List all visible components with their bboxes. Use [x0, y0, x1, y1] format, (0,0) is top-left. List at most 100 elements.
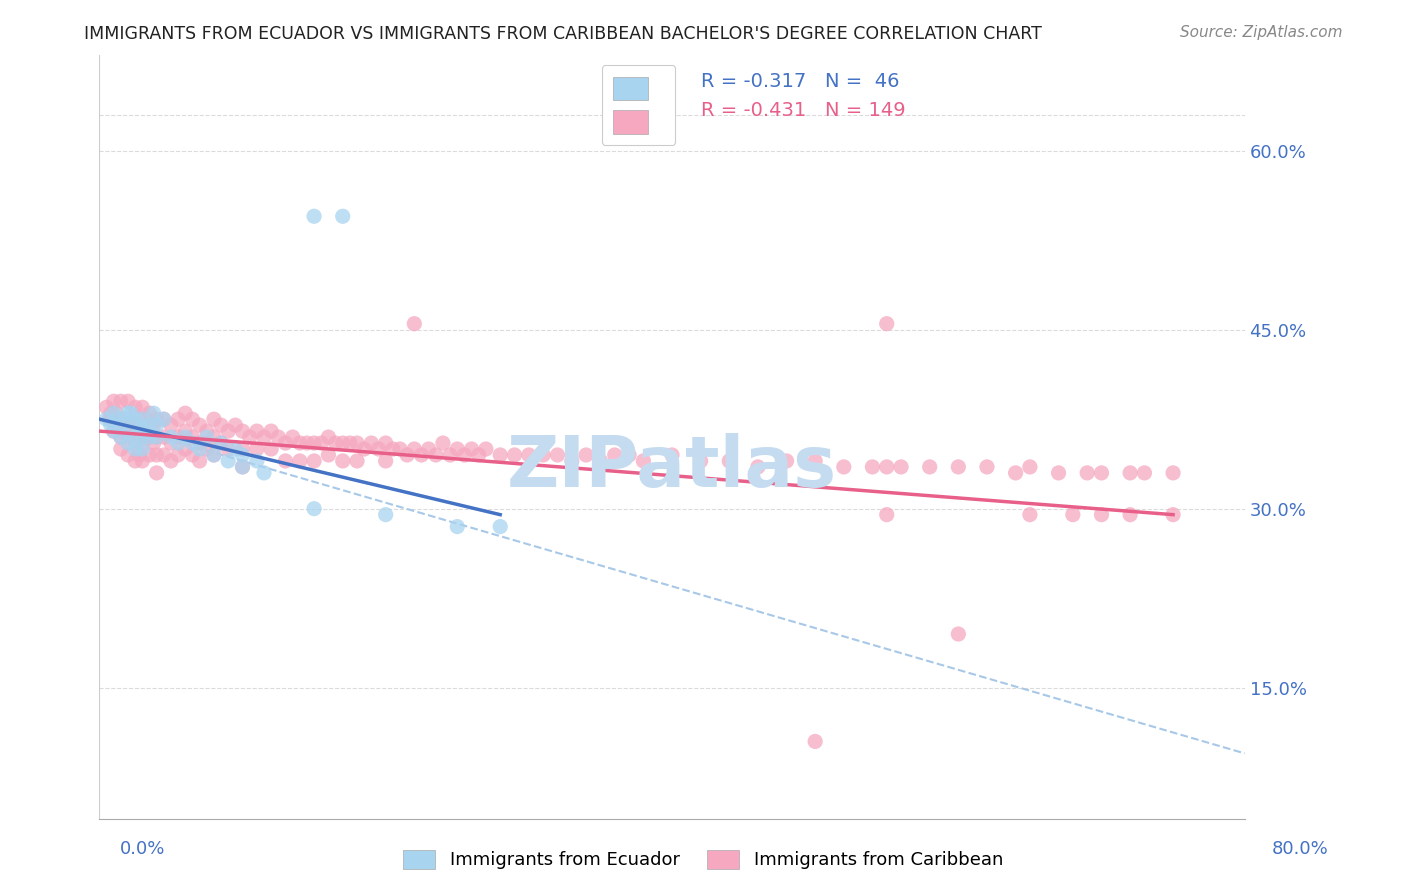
Point	[174, 430, 197, 444]
Point	[152, 448, 174, 462]
Point	[231, 448, 253, 462]
Point	[103, 406, 125, 420]
Point	[1119, 466, 1142, 480]
Point	[976, 459, 998, 474]
Point	[202, 448, 225, 462]
Point	[117, 394, 139, 409]
Point	[117, 436, 139, 450]
Point	[295, 436, 318, 450]
Point	[131, 442, 153, 456]
Point	[531, 448, 554, 462]
Point	[145, 430, 167, 444]
Legend: Immigrants from Ecuador, Immigrants from Caribbean: Immigrants from Ecuador, Immigrants from…	[394, 840, 1012, 879]
Point	[460, 442, 482, 456]
Point	[575, 448, 598, 462]
Text: R = -0.317   N =  46: R = -0.317 N = 46	[700, 72, 900, 91]
Point	[145, 448, 167, 462]
Point	[302, 209, 325, 223]
Point	[231, 459, 253, 474]
Point	[775, 454, 797, 468]
Point	[131, 436, 153, 450]
Point	[517, 448, 540, 462]
Point	[617, 448, 640, 462]
Point	[718, 454, 741, 468]
Point	[325, 436, 347, 450]
Text: 80.0%: 80.0%	[1272, 840, 1329, 858]
Point	[281, 430, 304, 444]
Point	[1019, 508, 1042, 522]
Point	[253, 466, 276, 480]
Point	[453, 448, 475, 462]
Point	[217, 442, 239, 456]
Point	[804, 734, 827, 748]
Point	[1161, 508, 1184, 522]
Point	[876, 508, 898, 522]
Point	[117, 412, 139, 426]
Point	[114, 412, 136, 426]
Point	[181, 430, 204, 444]
Text: Source: ZipAtlas.com: Source: ZipAtlas.com	[1180, 25, 1343, 40]
Point	[138, 418, 160, 433]
Point	[131, 430, 153, 444]
Point	[188, 454, 211, 468]
Point	[489, 519, 512, 533]
Point	[145, 466, 167, 480]
Point	[188, 442, 211, 456]
Point	[689, 454, 711, 468]
Point	[804, 454, 827, 468]
Point	[131, 401, 153, 415]
Point	[152, 430, 174, 444]
Text: IMMIGRANTS FROM ECUADOR VS IMMIGRANTS FROM CARIBBEAN BACHELOR'S DEGREE CORRELATI: IMMIGRANTS FROM ECUADOR VS IMMIGRANTS FR…	[84, 25, 1042, 43]
Point	[138, 448, 160, 462]
Point	[260, 424, 283, 438]
Point	[138, 430, 160, 444]
Point	[224, 418, 246, 433]
Point	[318, 430, 340, 444]
Point	[181, 412, 204, 426]
Point	[332, 436, 354, 450]
Point	[288, 436, 311, 450]
Point	[546, 448, 568, 462]
Point	[131, 418, 153, 433]
Point	[103, 424, 125, 438]
Point	[661, 448, 683, 462]
Point	[747, 459, 769, 474]
Point	[174, 442, 197, 456]
Point	[124, 401, 146, 415]
Point	[128, 418, 150, 433]
Text: 0.0%: 0.0%	[120, 840, 165, 858]
Point	[202, 430, 225, 444]
Point	[302, 454, 325, 468]
Point	[346, 454, 368, 468]
Point	[360, 436, 382, 450]
Point	[388, 442, 411, 456]
Point	[195, 442, 218, 456]
Point	[174, 406, 197, 420]
Point	[209, 436, 232, 450]
Point	[117, 406, 139, 420]
Point	[396, 448, 419, 462]
Text: R = -0.431   N = 149: R = -0.431 N = 149	[700, 101, 905, 120]
Point	[353, 442, 375, 456]
Point	[142, 436, 165, 450]
Point	[217, 424, 239, 438]
Point	[1090, 466, 1112, 480]
Point	[876, 317, 898, 331]
Point	[367, 442, 389, 456]
Point	[246, 442, 269, 456]
Point	[100, 406, 122, 420]
Point	[224, 442, 246, 456]
Point	[302, 436, 325, 450]
Point	[209, 436, 232, 450]
Point	[195, 430, 218, 444]
Point	[439, 448, 461, 462]
Point	[103, 424, 125, 438]
Point	[475, 442, 498, 456]
Point	[124, 454, 146, 468]
Point	[1019, 459, 1042, 474]
Point	[446, 442, 468, 456]
Point	[110, 430, 132, 444]
Point	[110, 430, 132, 444]
Point	[239, 430, 262, 444]
Point	[114, 412, 136, 426]
